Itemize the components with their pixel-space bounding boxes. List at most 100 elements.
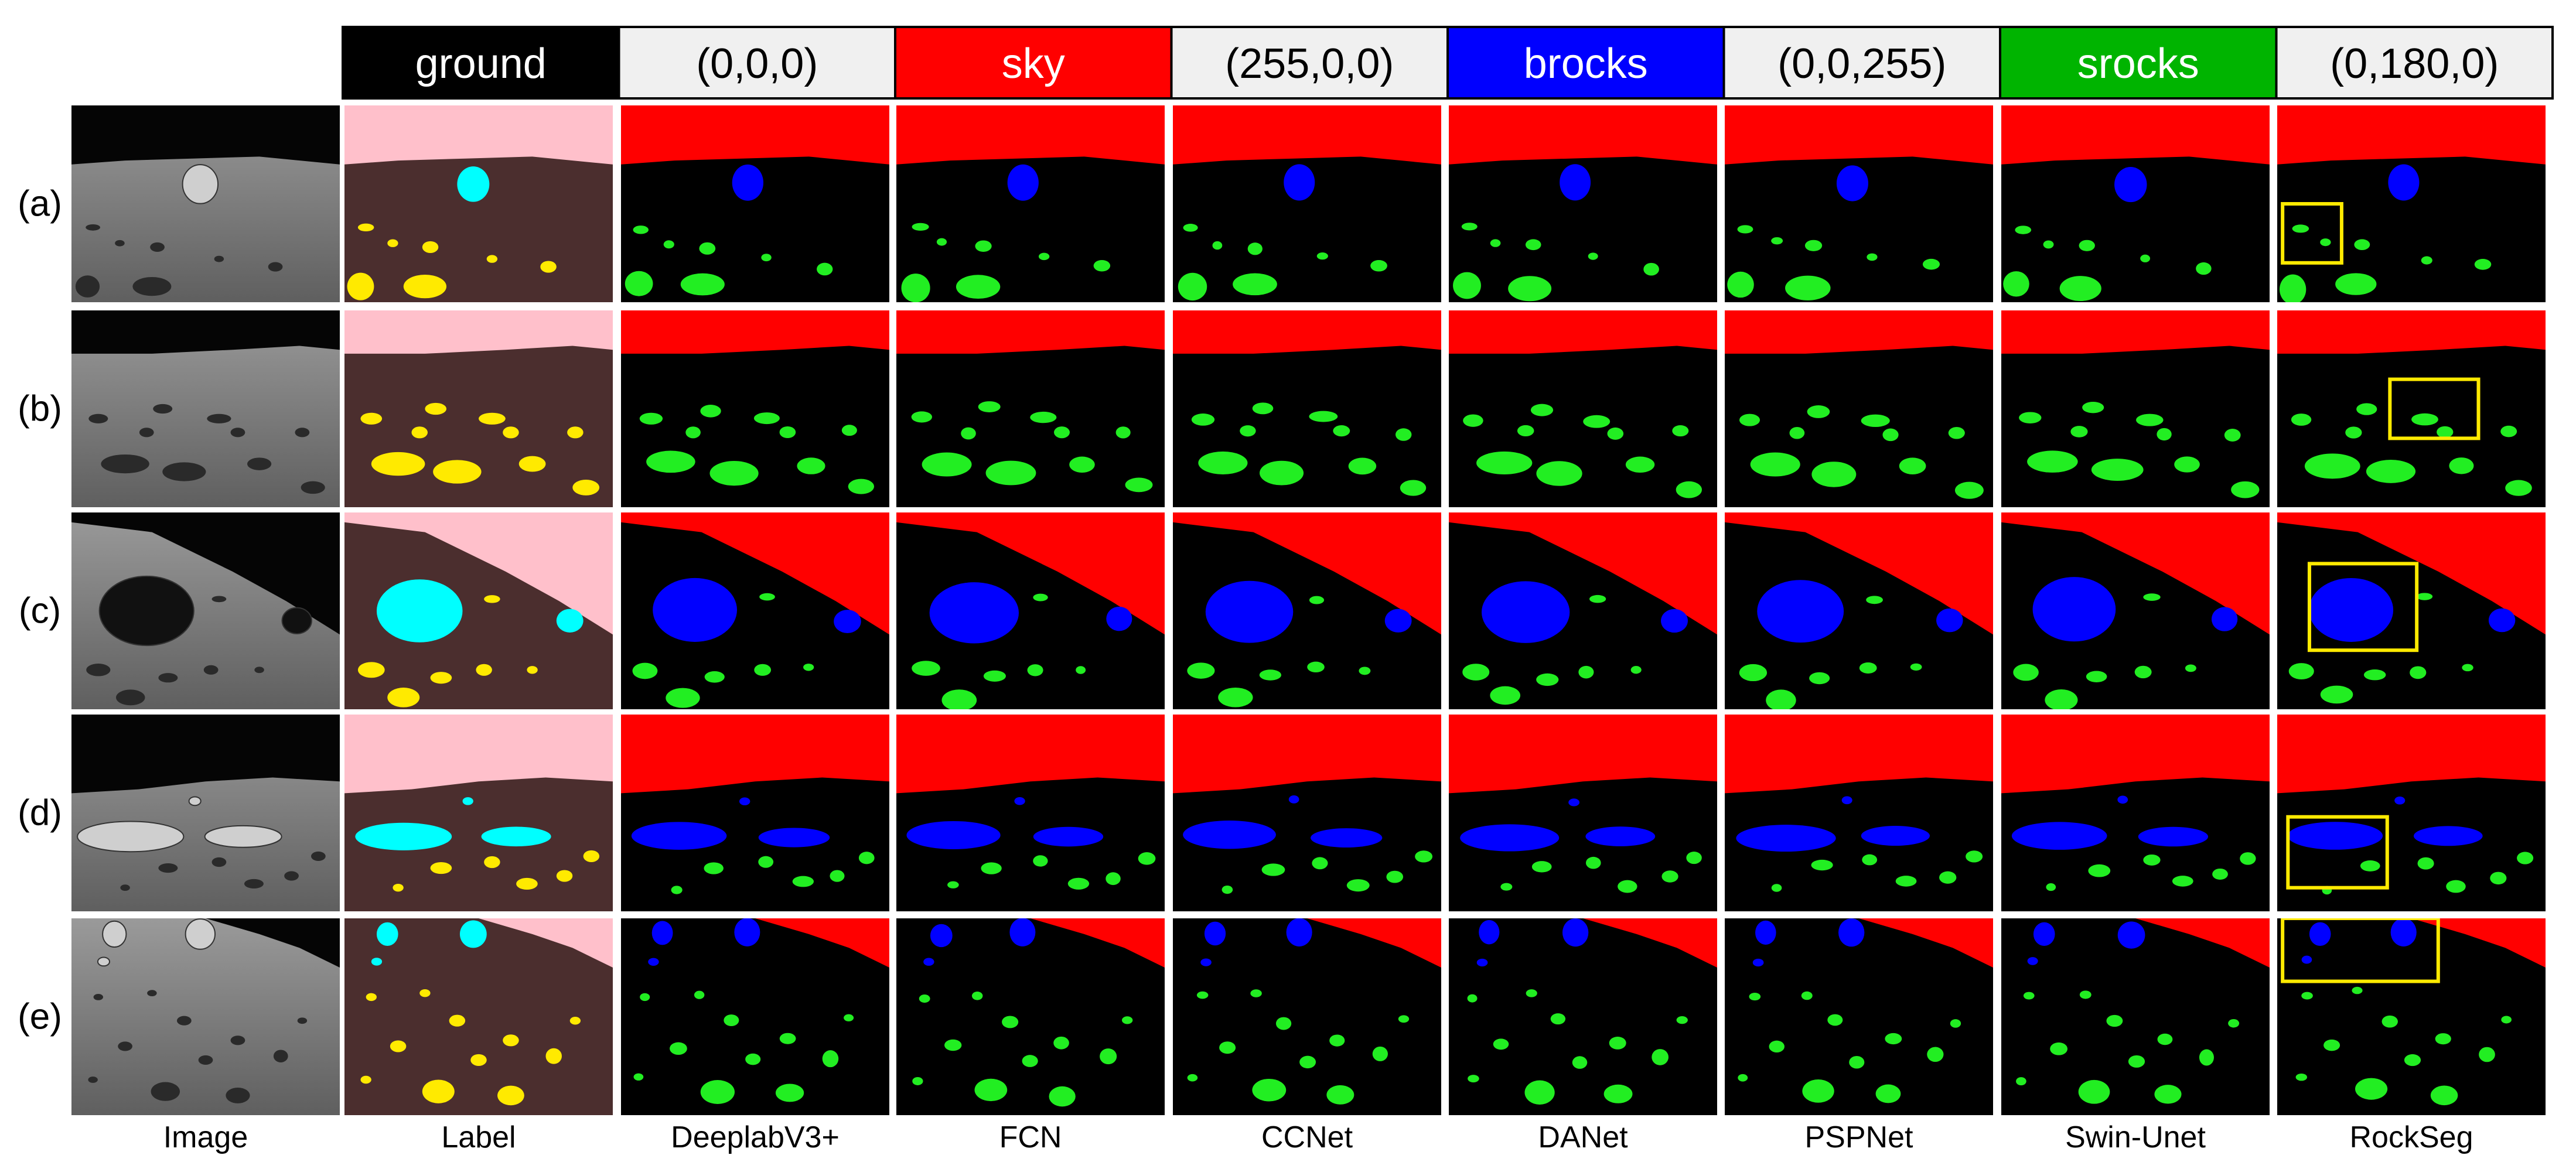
sky-region (896, 715, 1165, 794)
column-labels: Image Label DeeplabV3+ FCN CCNet DANet PSPNet S… (163, 1120, 2473, 1154)
sky-region (1725, 310, 1993, 354)
highlight-box (2286, 815, 2389, 890)
small-rock-region (1785, 275, 1831, 300)
tile-fcn-row-4 (896, 918, 1165, 1115)
small-rock-region (844, 1014, 854, 1021)
stone (158, 863, 178, 873)
small-rock-region (1859, 662, 1877, 674)
small-rock-region (419, 989, 431, 997)
stone (120, 884, 130, 891)
stone (247, 457, 272, 470)
big-rock-region (1106, 606, 1132, 631)
big-rock-region (376, 922, 398, 946)
small-rock-region (387, 239, 398, 247)
big-rock-region (923, 958, 934, 966)
stone (284, 871, 299, 881)
small-rock-region (704, 862, 724, 874)
small-rock-region (1882, 428, 1899, 442)
small-rock-region (1187, 1074, 1198, 1082)
small-rock-region (1625, 456, 1655, 473)
tile-image-row-4 (71, 918, 340, 1115)
sky-region (2277, 512, 2546, 635)
big-rock-region (481, 826, 551, 847)
small-rock-region (758, 856, 774, 868)
highlight-box (2281, 202, 2343, 265)
big-rock-region (906, 821, 1001, 849)
big-rock-region (1183, 821, 1276, 849)
sky-region (1173, 105, 1441, 165)
big-rock-region (648, 958, 659, 966)
row-label: (c) (19, 591, 61, 631)
ground-region (2277, 918, 2546, 1115)
small-rock-region (2505, 480, 2532, 496)
small-rock-region (1618, 880, 1637, 893)
small-rock-region (503, 426, 519, 439)
small-rock-region (912, 223, 929, 231)
small-rock-region (2352, 986, 2363, 994)
stone (273, 1050, 288, 1062)
small-rock-region (640, 993, 650, 1002)
small-rock-region (1326, 1085, 1354, 1105)
small-rock-region (1686, 852, 1702, 864)
big-rock-region (1200, 958, 1212, 966)
small-rock-region (1033, 855, 1048, 867)
stone (176, 1016, 192, 1026)
small-rock-region (797, 457, 825, 474)
sky-region (2001, 918, 2270, 968)
small-rock-region (357, 223, 374, 232)
small-rock-region (1400, 480, 1427, 496)
column-label: DeeplabV3+ (671, 1120, 840, 1154)
small-rock-region (1899, 457, 1926, 474)
stone (132, 276, 172, 296)
small-rock-region (422, 1079, 455, 1103)
small-rock-region (1106, 872, 1121, 886)
sky-region (621, 715, 889, 794)
legend-brocks-cell: brocks (1446, 26, 1725, 100)
small-rock-region (1630, 665, 1642, 674)
sky-region (621, 105, 889, 165)
small-rock-region (1049, 1086, 1076, 1107)
stone (115, 240, 125, 247)
small-rock-region (1247, 242, 1263, 255)
small-rock-region (2013, 664, 2039, 681)
tile-image-row-1 (71, 310, 340, 507)
small-rock-region (803, 664, 814, 671)
sky-region (896, 310, 1165, 354)
small-rock-region (2291, 413, 2312, 426)
small-rock-region (2059, 276, 2101, 301)
ground-region (1449, 918, 1717, 1115)
stone (158, 673, 178, 683)
small-rock-region (1885, 1033, 1902, 1045)
small-rock-region (1490, 239, 1501, 247)
small-rock-region (817, 262, 833, 276)
small-rock-region (1866, 596, 1883, 604)
small-rock-region (1490, 686, 1521, 705)
small-rock-region (1966, 850, 1983, 863)
small-rock-region (1453, 272, 1481, 299)
legend-brocks-text: brocks (1524, 40, 1648, 87)
small-rock-region (841, 425, 857, 436)
stone (301, 481, 325, 494)
legend-brocks-rgb-swatch (1722, 26, 2001, 100)
sky (71, 512, 340, 635)
legend-sky-rgb-text: (255,0,0) (1225, 40, 1394, 87)
tile-label-row-0 (344, 105, 613, 302)
big-rock-region (1205, 580, 1294, 643)
tile-danet-row-2 (1449, 512, 1717, 709)
small-rock-region (1508, 276, 1552, 302)
small-rock-region (497, 1085, 524, 1106)
small-rock-region (1386, 870, 1404, 883)
small-rock-region (1359, 667, 1371, 675)
row-label: (d) (18, 793, 62, 833)
row-label: (e) (18, 997, 62, 1037)
small-rock-region (1910, 663, 1922, 671)
small-rock-region (1252, 1078, 1287, 1102)
small-rock-region (583, 850, 600, 863)
small-rock-region (2355, 1078, 2388, 1100)
big-rock-region (2032, 577, 2116, 642)
boulder (77, 821, 185, 853)
small-rock-region (1939, 871, 1957, 884)
small-rock-region (639, 412, 663, 425)
small-rock-region (572, 479, 600, 495)
